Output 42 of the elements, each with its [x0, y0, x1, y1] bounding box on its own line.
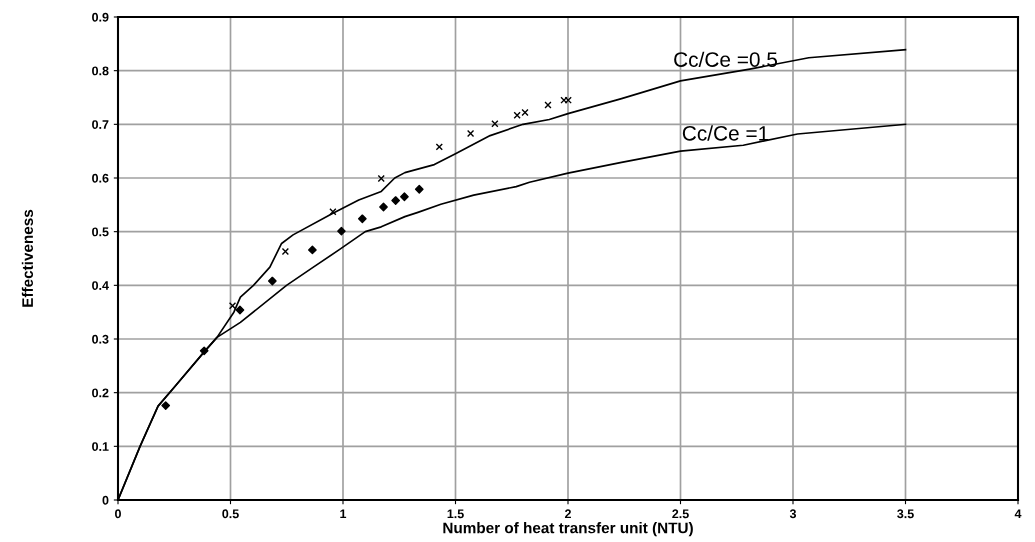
point: [357, 214, 367, 224]
point: [564, 96, 572, 104]
point: [435, 143, 443, 151]
y-tick-label: 0.3: [92, 334, 109, 344]
x-tick-label: 3: [789, 509, 797, 519]
point: [281, 247, 290, 256]
series-label: Cc/Ce =0.5: [674, 51, 778, 67]
y-tick-label: 0: [102, 495, 109, 505]
y-tick-label: 0.6: [92, 173, 109, 183]
point: [377, 174, 385, 183]
point: [235, 305, 245, 315]
y-tick-label: 0.4: [92, 281, 109, 290]
series-label: Cc/Ce =1: [682, 125, 769, 141]
x-tick-label: 1.5: [447, 509, 464, 519]
x-axis-title: Number of heat transfer unit (NTU): [443, 522, 693, 537]
x-tick-label: 0: [115, 509, 121, 519]
y-tick-label: 0.8: [92, 66, 109, 76]
point: [491, 120, 499, 128]
point: [337, 226, 346, 236]
point: [267, 276, 277, 286]
x-tick-label: 4: [1014, 509, 1022, 519]
point: [329, 208, 337, 216]
y-tick-label: 0.7: [92, 120, 109, 129]
point: [466, 129, 475, 138]
x-tick-label: 1: [340, 509, 347, 519]
point: [199, 346, 209, 356]
y-axis-title: Effectiveness: [21, 209, 34, 307]
point: [414, 184, 424, 194]
x-tick-label: 2.5: [672, 509, 689, 519]
x-tick-label: 2: [564, 509, 571, 519]
y-tick-label: 0.2: [92, 388, 109, 398]
point: [379, 202, 388, 212]
point: [161, 401, 171, 410]
point: [308, 245, 317, 255]
point: [400, 192, 409, 202]
x-tick-label: 0.5: [222, 509, 239, 519]
y-tick-label: 0.9: [92, 12, 109, 22]
point: [391, 196, 401, 205]
y-tick-label: 0.5: [92, 227, 109, 237]
x-tick-label: 3.5: [897, 509, 914, 519]
point: [228, 302, 237, 310]
y-tick-label: 0.1: [92, 442, 109, 451]
